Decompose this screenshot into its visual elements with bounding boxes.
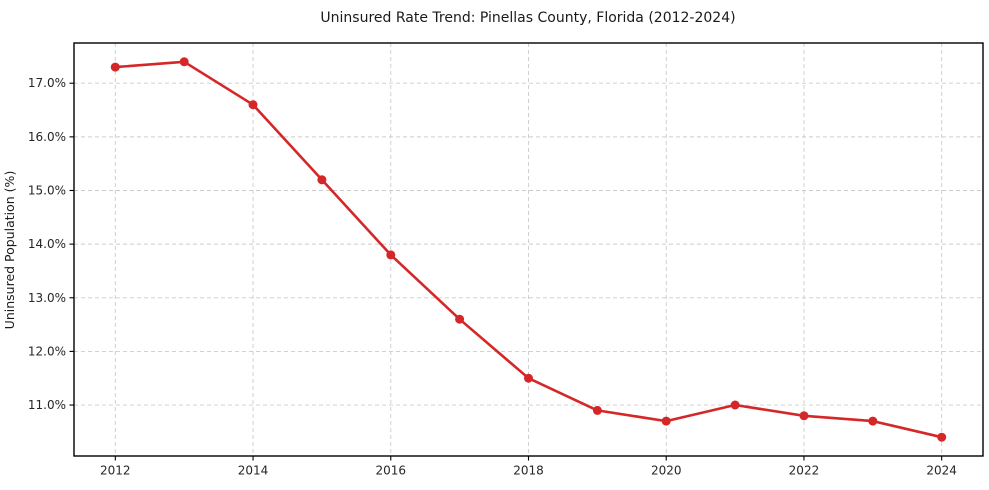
data-point-marker xyxy=(179,57,189,67)
y-axis-label: Uninsured Population (%) xyxy=(2,171,17,330)
x-tick-label: 2020 xyxy=(651,464,682,478)
x-tick-label: 2018 xyxy=(513,464,544,478)
axis-ticks: 2012 2014 2016 2018 2020 2022 2024 11.0% 12.0% 13… xyxy=(28,76,957,477)
data-point-marker xyxy=(524,373,533,383)
data-point-marker xyxy=(730,400,740,410)
y-tick-label: 12.0% xyxy=(28,344,66,358)
x-tick-label: 2022 xyxy=(789,464,820,478)
y-tick-label: 11.0% xyxy=(28,398,66,412)
data-series xyxy=(110,57,947,442)
data-point-marker xyxy=(386,250,396,260)
grid-lines xyxy=(74,43,983,456)
data-point-marker xyxy=(592,405,602,415)
x-tick-label: 2012 xyxy=(100,464,131,478)
data-point-marker xyxy=(248,100,258,110)
y-tick-label: 17.0% xyxy=(28,76,66,90)
x-tick-label: 2024 xyxy=(926,464,957,478)
data-point-marker xyxy=(110,62,120,72)
data-point-marker xyxy=(661,416,671,426)
y-tick-label: 13.0% xyxy=(28,291,66,305)
data-point-marker xyxy=(799,411,809,421)
y-tick-label: 16.0% xyxy=(28,130,66,144)
chart-title: Uninsured Rate Trend: Pinellas County, F… xyxy=(320,10,735,26)
data-point-marker xyxy=(317,175,327,185)
y-tick-label: 15.0% xyxy=(28,184,66,198)
data-point-marker xyxy=(937,432,947,442)
y-tick-label: 14.0% xyxy=(28,237,66,251)
x-tick-label: 2016 xyxy=(375,464,406,478)
data-point-marker xyxy=(868,416,878,426)
data-point-marker xyxy=(455,314,465,324)
x-tick-label: 2014 xyxy=(238,464,269,478)
